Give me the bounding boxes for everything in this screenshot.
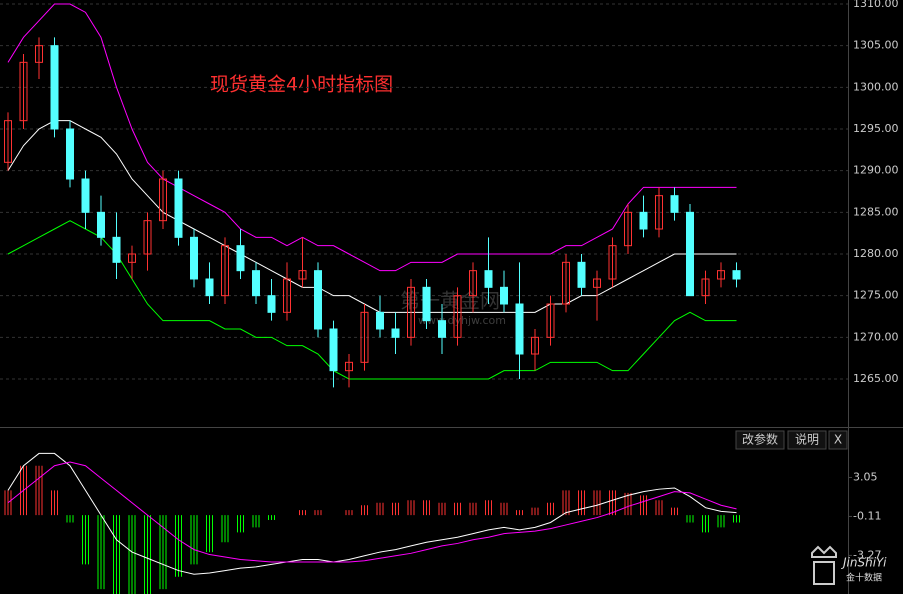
y-tick-label: 1305.00 (853, 39, 899, 52)
logo: JinShiYi 金十数据 (811, 545, 887, 585)
logo-name: 金十数据 (846, 572, 882, 584)
candle-body (283, 278, 291, 313)
candle-body (593, 278, 601, 288)
candle-body (624, 211, 632, 247)
chart-title: 现货黄金4小时指标图 (210, 74, 393, 96)
candle-body (360, 311, 369, 363)
candle-body (236, 245, 245, 272)
y-tick-label: 1280.00 (853, 247, 899, 260)
candle-body (407, 286, 415, 338)
candle-body (422, 286, 431, 322)
candle-body (345, 361, 353, 372)
watermark-title: 第一黄金网 (400, 289, 500, 313)
candle-body (655, 195, 663, 230)
candle-body (66, 128, 74, 180)
candle-body (608, 245, 617, 280)
y-tick-label: 1270.00 (853, 330, 899, 343)
button[interactable] (787, 430, 827, 450)
candle-body (298, 270, 307, 280)
candle-body (701, 278, 710, 297)
candle-body (639, 211, 648, 230)
candle-body (453, 295, 462, 338)
candle-body (391, 328, 400, 338)
y-tick-label: -0.11 (853, 509, 881, 522)
candle-body (531, 336, 539, 355)
candle-body (686, 211, 694, 297)
y-tick-label: 1285.00 (853, 205, 899, 218)
y-tick-label: 1310.00 (853, 0, 899, 10)
candle-body (221, 245, 229, 297)
band-line (7, 220, 737, 380)
candle-body (174, 178, 183, 238)
candle-body (314, 270, 322, 330)
candle-body (81, 178, 90, 213)
candle-body (577, 261, 586, 288)
candle-body (329, 328, 338, 372)
candle-body (19, 61, 28, 122)
watermark-url: www.dyhjw.com (418, 314, 506, 327)
y-tick-label: 3.05 (853, 470, 878, 483)
y-tick-label: 1300.00 (853, 80, 899, 93)
candle-body (50, 45, 59, 130)
y-tick-label: 1295.00 (853, 122, 899, 135)
y-tick-label: 1290.00 (853, 164, 899, 177)
logo-icon (811, 545, 837, 585)
button-label[interactable]: X (834, 433, 842, 447)
y-tick-label: 1275.00 (853, 289, 899, 302)
candle-body (732, 270, 741, 280)
candle-body (438, 320, 446, 338)
candle-body (515, 303, 524, 355)
candle-body (143, 220, 152, 255)
logo-brand: JinShiYi (841, 556, 887, 570)
candle-body (159, 178, 167, 222)
macd-line (7, 461, 737, 563)
candle-body (35, 45, 43, 63)
candle-body (717, 270, 725, 280)
macd-line (7, 452, 737, 575)
candle-body (190, 236, 198, 280)
candle-body (97, 211, 105, 238)
band-line (7, 120, 737, 313)
button-label[interactable]: 说明 (795, 432, 819, 447)
candle-body (128, 253, 136, 263)
candle-body (484, 270, 493, 288)
candle-body (4, 120, 12, 163)
candle-body (205, 278, 214, 297)
candle-body (469, 270, 477, 297)
candle-body (376, 311, 384, 330)
candle-body (252, 270, 260, 297)
candle-body (500, 286, 508, 305)
band-line (7, 3, 737, 272)
button[interactable] (828, 430, 848, 450)
candle-body (112, 236, 121, 263)
candle-body (546, 303, 555, 338)
toolbar: 改参数 说明 X (735, 430, 848, 450)
candle-body (562, 261, 570, 305)
button[interactable] (735, 430, 785, 450)
y-tick-label: -3.27 (853, 548, 881, 561)
button-label[interactable]: 改参数 (742, 432, 778, 447)
candle-body (267, 295, 276, 313)
candle-body (670, 195, 679, 213)
y-tick-label: 1265.00 (853, 372, 899, 385)
